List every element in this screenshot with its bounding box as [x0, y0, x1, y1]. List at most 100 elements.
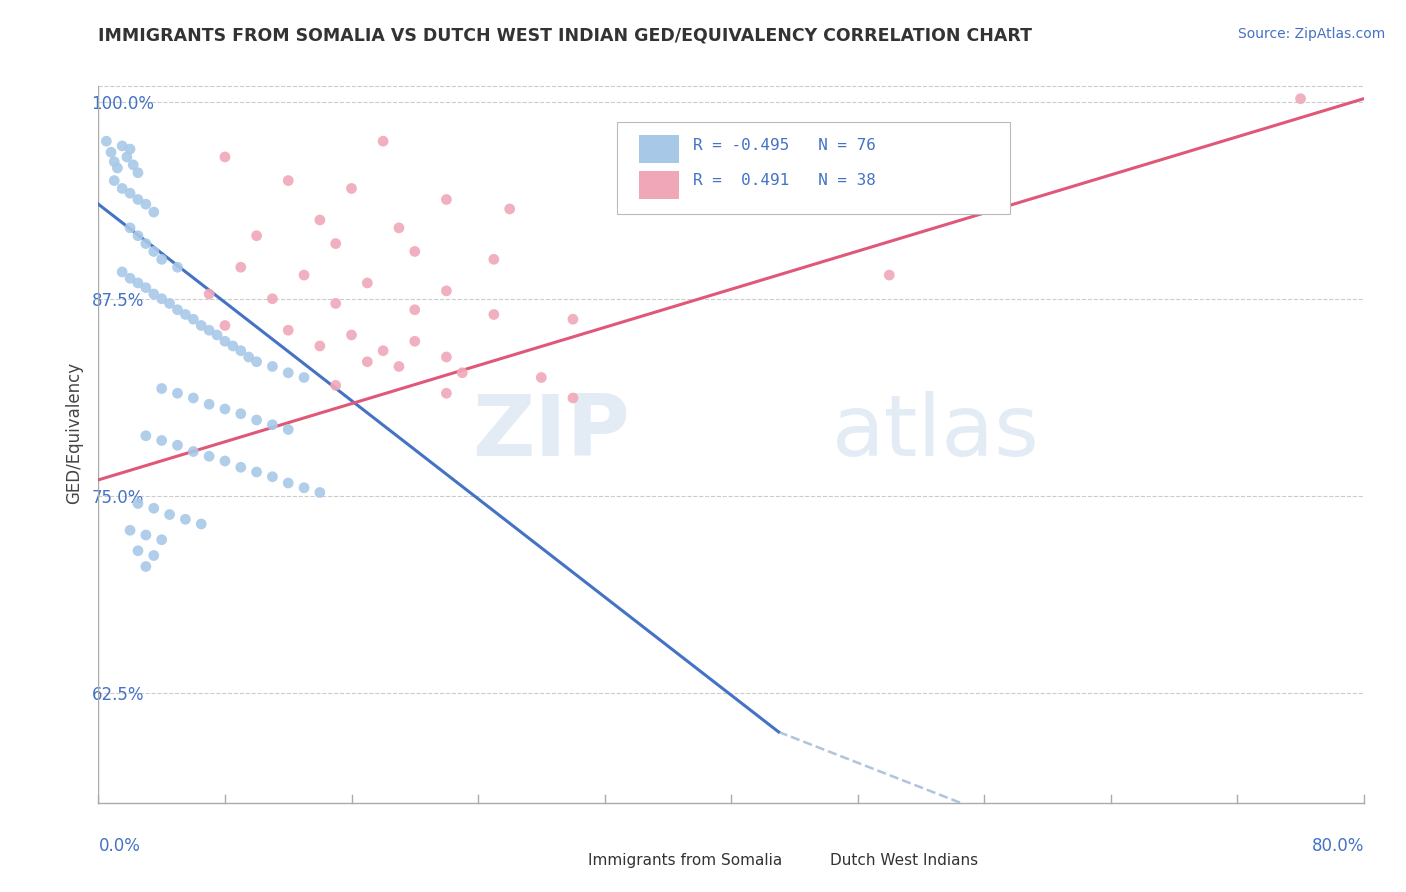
Point [198, 287, 221, 301]
Point [262, 469, 284, 483]
Point [120, 271, 141, 285]
Point [277, 422, 299, 436]
Point [325, 296, 347, 310]
Point [150, 252, 173, 267]
Point [135, 559, 157, 574]
Point [135, 281, 157, 295]
Point [340, 181, 363, 195]
Point [150, 434, 173, 448]
Point [292, 268, 315, 282]
Text: ZIP: ZIP [472, 391, 630, 475]
Point [340, 328, 363, 343]
Point [159, 508, 181, 522]
Point [388, 220, 411, 235]
Point [103, 173, 125, 187]
Point [166, 386, 188, 401]
Point [214, 454, 236, 468]
Point [214, 334, 236, 349]
Point [277, 323, 299, 337]
Point [120, 142, 141, 156]
Point [111, 181, 134, 195]
Point [482, 308, 505, 322]
Point [292, 481, 315, 495]
Point [127, 496, 149, 510]
Point [229, 343, 252, 358]
Point [229, 260, 252, 275]
Point [135, 197, 157, 211]
Point [120, 523, 141, 537]
Point [107, 161, 129, 175]
Point [205, 328, 228, 343]
Point [120, 220, 141, 235]
Point [190, 516, 212, 531]
Point [166, 260, 188, 275]
Point [198, 397, 221, 411]
Point [166, 302, 188, 317]
Point [127, 166, 149, 180]
Point [246, 465, 269, 479]
Point [127, 543, 149, 558]
Point [150, 292, 173, 306]
Point [96, 134, 118, 148]
Point [142, 244, 165, 259]
Text: R = -0.495   N = 76: R = -0.495 N = 76 [693, 138, 876, 153]
Point [198, 323, 221, 337]
Point [246, 413, 269, 427]
Point [1289, 92, 1312, 106]
Point [404, 334, 426, 349]
Point [142, 287, 165, 301]
Point [229, 407, 252, 421]
Point [127, 228, 149, 243]
Text: Dutch West Indians: Dutch West Indians [830, 853, 979, 868]
Point [174, 308, 197, 322]
Point [877, 268, 900, 282]
Point [214, 150, 236, 164]
Point [498, 202, 520, 216]
Point [127, 276, 149, 290]
Point [183, 444, 205, 458]
Point [436, 386, 458, 401]
Point [451, 366, 474, 380]
Point [100, 145, 122, 160]
Point [262, 292, 284, 306]
Point [120, 186, 141, 201]
Point [356, 355, 378, 369]
Point [111, 265, 134, 279]
Point [190, 318, 212, 333]
Point [135, 528, 157, 542]
Point [214, 318, 236, 333]
FancyBboxPatch shape [638, 170, 679, 199]
Point [309, 213, 332, 227]
Point [262, 359, 284, 374]
Text: Source: ZipAtlas.com: Source: ZipAtlas.com [1237, 27, 1385, 41]
Text: IMMIGRANTS FROM SOMALIA VS DUTCH WEST INDIAN GED/EQUIVALENCY CORRELATION CHART: IMMIGRANTS FROM SOMALIA VS DUTCH WEST IN… [98, 27, 1032, 45]
Point [561, 391, 585, 405]
Text: R =  0.491   N = 38: R = 0.491 N = 38 [693, 173, 876, 188]
Point [262, 417, 284, 432]
Point [142, 549, 165, 563]
Point [325, 378, 347, 392]
Point [436, 350, 458, 364]
Point [388, 359, 411, 374]
Point [150, 382, 173, 396]
Point [142, 205, 165, 219]
Point [309, 339, 332, 353]
Point [198, 449, 221, 463]
Point [183, 391, 205, 405]
Point [246, 228, 269, 243]
Point [325, 236, 347, 251]
Point [150, 533, 173, 547]
Point [159, 296, 181, 310]
Point [356, 276, 378, 290]
Point [122, 158, 145, 172]
Point [482, 252, 505, 267]
Point [135, 236, 157, 251]
Point [135, 429, 157, 443]
Point [127, 193, 149, 207]
Point [142, 501, 165, 516]
Point [404, 302, 426, 317]
FancyBboxPatch shape [617, 121, 1010, 214]
FancyBboxPatch shape [789, 849, 821, 871]
Point [238, 350, 260, 364]
FancyBboxPatch shape [638, 135, 679, 163]
